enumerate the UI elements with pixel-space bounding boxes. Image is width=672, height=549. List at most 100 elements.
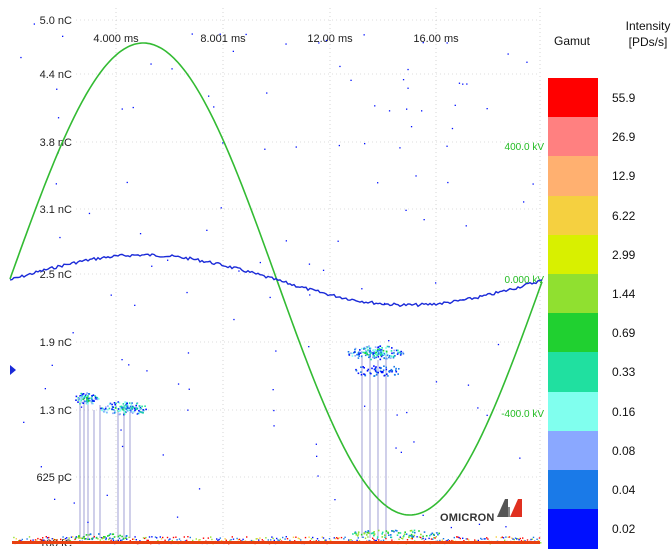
pd-point	[360, 533, 363, 536]
pd-point	[387, 532, 389, 534]
pd-point	[540, 542, 542, 544]
pd-point	[117, 535, 120, 538]
pd-point	[363, 367, 365, 369]
pd-point	[393, 355, 395, 358]
pd-point	[129, 540, 131, 542]
pd-point	[421, 110, 423, 112]
pd-point	[459, 537, 461, 540]
pd-point	[437, 533, 439, 536]
pd-point	[396, 414, 398, 416]
pd-point	[538, 537, 541, 539]
pd-point	[522, 537, 524, 539]
pd-point	[388, 345, 390, 348]
pd-point	[111, 403, 113, 406]
pd-point	[507, 536, 509, 538]
pd-point	[74, 537, 77, 540]
plot-grid	[76, 8, 541, 544]
pd-point	[112, 412, 114, 415]
pd-point	[397, 373, 399, 375]
pd-point	[403, 533, 406, 535]
pd-point	[355, 369, 358, 372]
pd-point	[126, 402, 128, 405]
pd-point	[101, 409, 104, 412]
voltage-label: -400.0 kV	[501, 409, 544, 420]
pd-point	[308, 536, 310, 538]
pd-point	[399, 536, 401, 538]
pd-point	[285, 43, 287, 45]
pd-point	[103, 408, 106, 411]
pd-point	[36, 539, 38, 541]
pd-point	[425, 535, 428, 537]
pd-point	[21, 538, 23, 541]
pd-point	[373, 533, 376, 535]
pd-point	[108, 403, 111, 405]
pd-point	[132, 410, 134, 413]
pd-point	[376, 354, 378, 356]
pd-point	[400, 537, 403, 539]
pd-point	[88, 399, 91, 402]
pd-point	[351, 355, 354, 357]
pd-point	[402, 351, 404, 354]
pd-point	[279, 538, 281, 541]
pd-point	[462, 83, 464, 85]
pd-point	[364, 530, 367, 533]
pd-point	[369, 354, 371, 356]
legend-swatch-label: 0.33	[612, 365, 636, 380]
pd-point	[300, 539, 302, 541]
pd-point	[272, 537, 274, 540]
pd-point	[135, 404, 137, 407]
pd-point	[273, 425, 275, 427]
pd-point	[86, 395, 88, 397]
pd-point	[275, 350, 277, 352]
pd-point	[309, 294, 311, 296]
pd-point	[103, 411, 106, 413]
pd-point	[94, 398, 96, 400]
pd-point	[373, 368, 376, 371]
pd-point	[124, 406, 127, 408]
pd-point	[360, 371, 362, 373]
pd-point	[370, 358, 372, 361]
pd-point	[367, 354, 370, 356]
pd-point	[356, 353, 358, 356]
pd-point	[110, 539, 112, 542]
pd-point	[364, 537, 367, 539]
pd-point	[536, 538, 538, 540]
intensity-title: Intensity [PDs/s]	[620, 18, 672, 50]
pd-point	[88, 397, 91, 400]
pd-point	[106, 411, 108, 414]
pd-point	[348, 353, 350, 355]
pd-point	[373, 375, 375, 377]
legend-swatch-label: 0.02	[612, 522, 636, 537]
pd-point	[380, 354, 382, 356]
pd-point	[132, 538, 134, 540]
pd-point	[142, 409, 145, 412]
pd-point	[414, 531, 416, 534]
pd-point	[169, 538, 171, 540]
pd-point	[264, 148, 266, 150]
trigger-marker[interactable]	[10, 365, 16, 375]
pd-point	[282, 536, 284, 539]
pd-point	[385, 358, 387, 360]
pd-point	[386, 354, 389, 357]
pd-point	[131, 408, 134, 410]
pd-point	[208, 95, 210, 97]
pd-point	[77, 399, 80, 401]
pd-point	[368, 539, 370, 542]
pd-point	[96, 396, 99, 399]
pd-point	[435, 282, 437, 284]
pd-point	[54, 498, 56, 500]
pd-point	[259, 537, 261, 539]
pd-point	[398, 538, 400, 540]
pd-point	[447, 539, 449, 541]
pd-point	[380, 348, 383, 350]
pd-point	[389, 355, 392, 357]
legend-swatch	[548, 470, 598, 510]
pd-point	[474, 539, 476, 541]
pd-point	[379, 349, 381, 352]
pd-point	[393, 352, 395, 354]
pd-point	[83, 536, 85, 539]
pd-point	[430, 533, 432, 536]
pd-point	[433, 537, 435, 539]
pd-point	[134, 536, 136, 538]
pd-point	[372, 353, 374, 356]
